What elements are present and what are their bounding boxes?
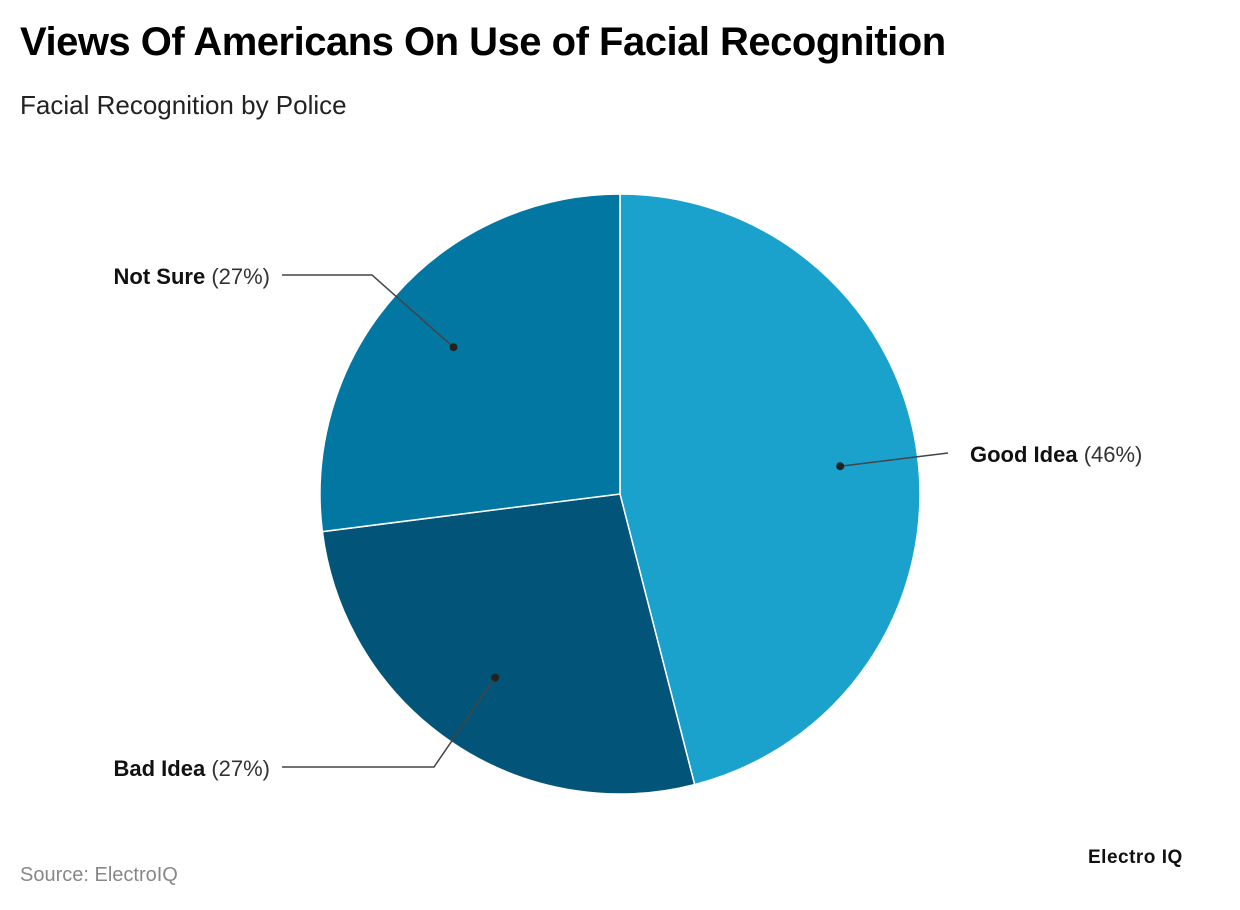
slice-labels: Good Idea (46%)Bad Idea (27%)Not Sure (2… [114,264,1143,781]
leader-dot [491,673,500,682]
slice-label: Not Sure (27%) [114,264,270,289]
slice-label: Good Idea (46%) [970,442,1142,467]
leader-dot [836,462,845,471]
slice-label-value: (46%) [1084,442,1143,467]
slice-label-name: Not Sure [114,264,212,289]
slice-label-value: (27%) [211,264,270,289]
leader-line [840,452,949,467]
leader-lines [282,274,949,768]
leader-line [282,274,454,348]
leader-dot [449,343,458,352]
pie-slice-not-sure [319,193,621,533]
brand-logo: Electro IQ [1088,847,1183,868]
slice-label-name: Good Idea [970,442,1084,467]
slice-label-value: (27%) [211,756,270,781]
chart-title: Views Of Americans On Use of Facial Reco… [20,20,946,64]
source-note: Source: ElectroIQ [20,864,178,886]
chart-subtitle: Facial Recognition by Police [20,90,347,120]
leader-line [282,677,496,768]
pie-slices [319,193,921,795]
slice-label-name: Bad Idea [114,756,212,781]
slice-label: Bad Idea (27%) [114,756,271,781]
